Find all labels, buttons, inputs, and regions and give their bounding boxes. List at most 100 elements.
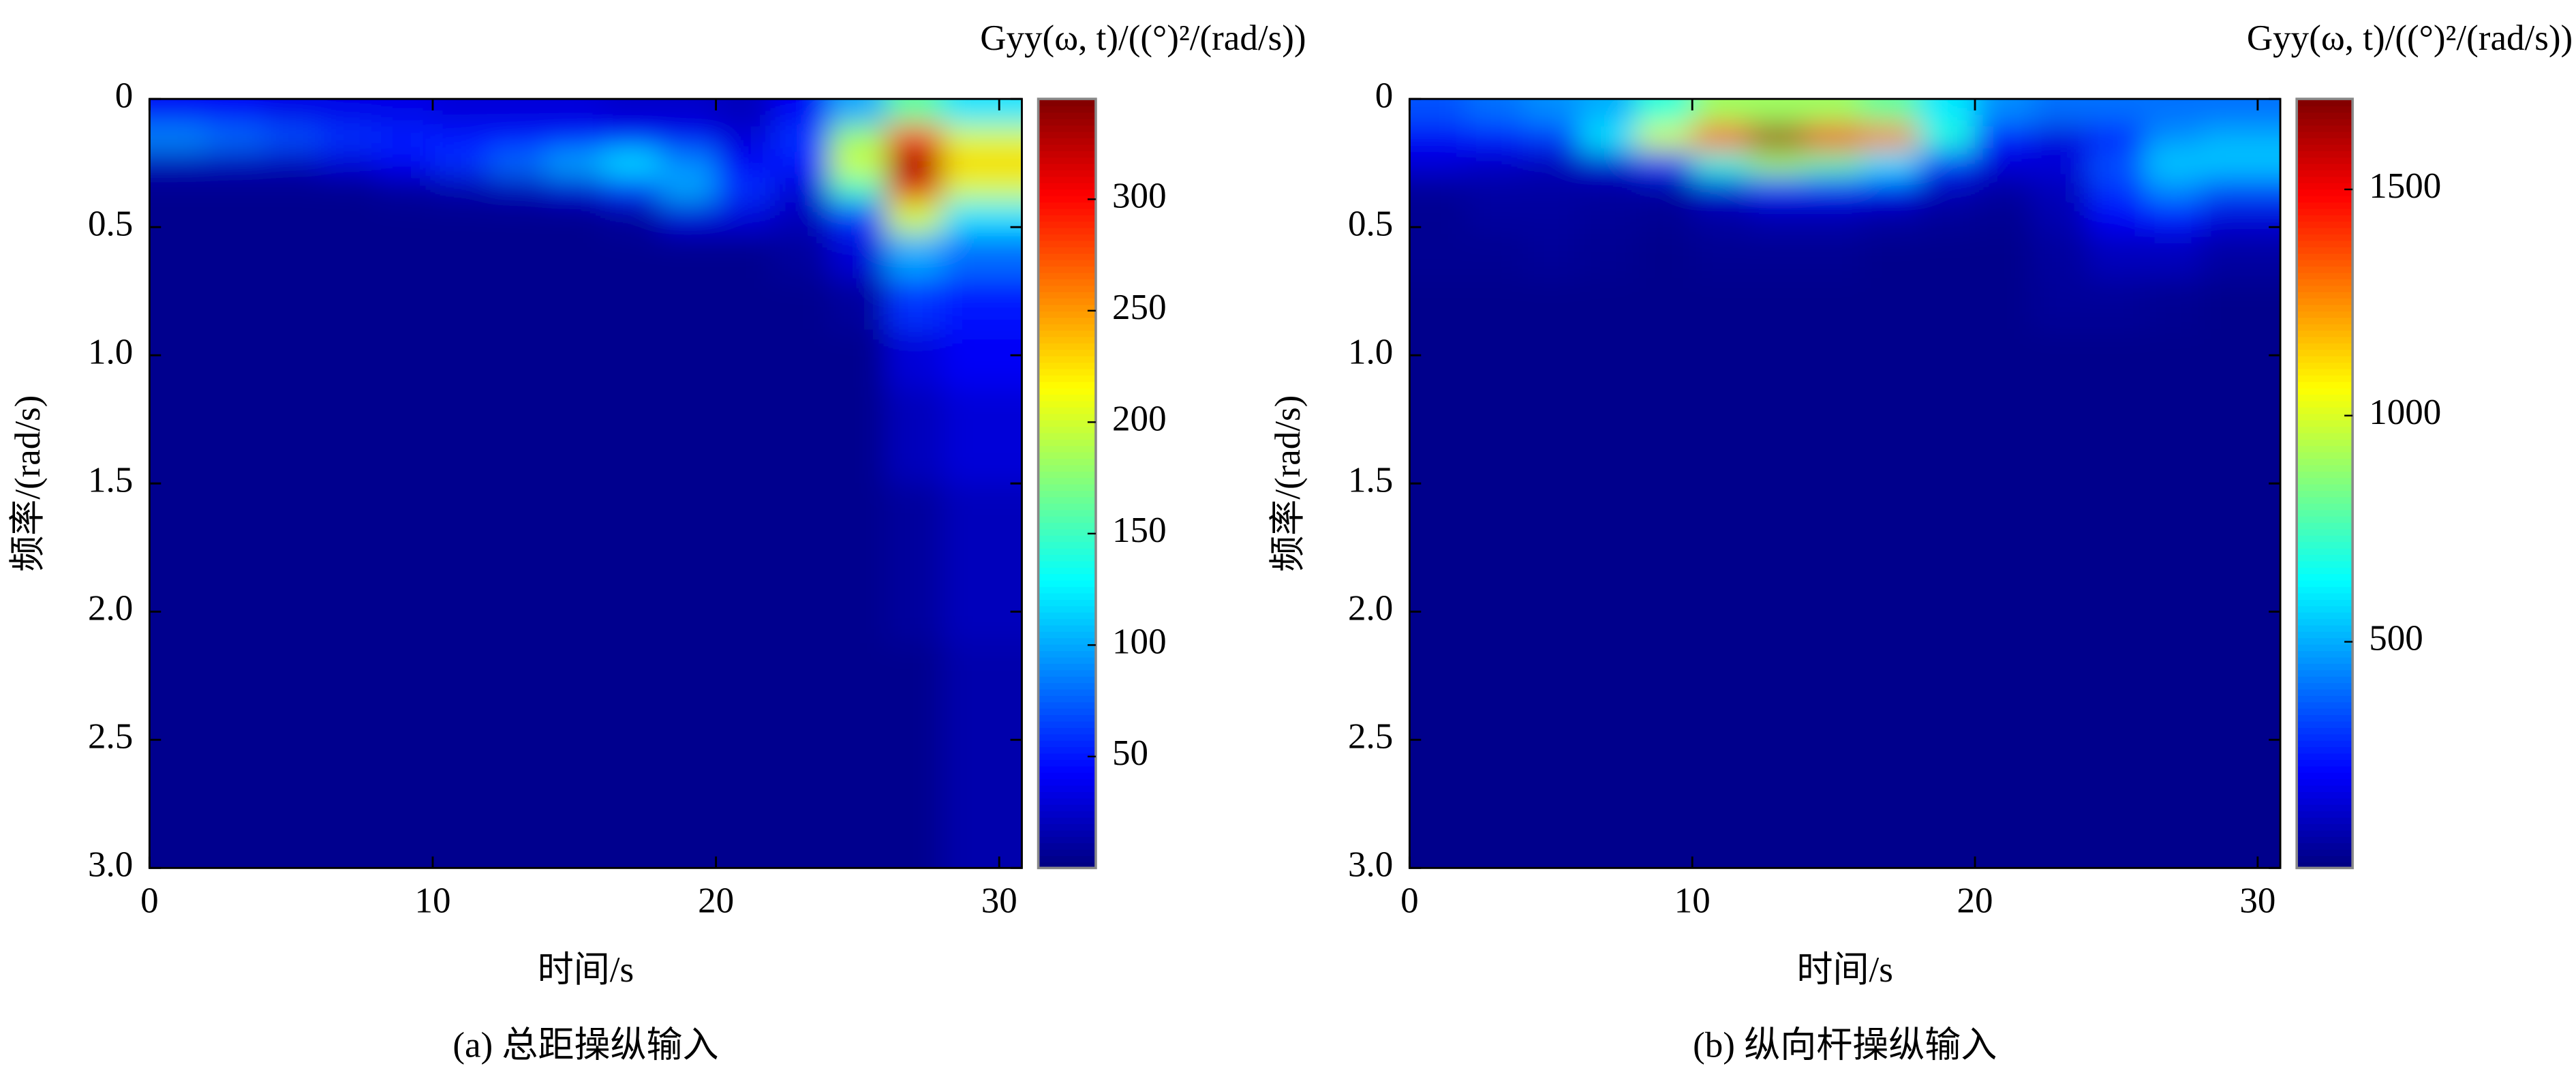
heat-cell [1579,643,1637,868]
heat-cell [2201,278,2281,331]
heat-cell [149,233,207,279]
heat-cell [432,387,491,485]
heat-cell [2087,329,2146,389]
heat-cell [546,124,604,151]
heat-cell [1862,329,1920,389]
heat-cell [1692,329,1750,389]
heat-cell [432,201,491,234]
heat-cell [1862,124,1920,151]
colorbar: 50 100 150 200 250 300 [1037,97,1167,870]
heat-cell [1466,124,1524,151]
x-tick-label: 0 [140,881,159,921]
heat-cell [375,124,434,151]
y-tick-label: 1.5 [1348,460,1393,500]
heat-cell [942,99,1022,125]
heat-cell [602,278,660,331]
heat-cell [1692,99,1750,125]
heat-cell [1522,329,1580,389]
heatmap-cells [149,99,1022,868]
heat-cell [1636,175,1693,202]
y-tick-label: 3.0 [88,845,133,885]
heat-cell [489,99,547,125]
heat-cell [602,483,660,645]
heat-cell [1692,124,1750,151]
heat-cell [206,643,264,868]
y-tick-label: 0 [115,76,134,115]
heat-cell [1692,278,1750,331]
heat-cell [262,643,320,868]
heat-cell [1522,150,1580,177]
heat-cell [149,643,207,868]
heat-cell [716,150,773,177]
heat-cell [262,124,320,151]
axes: 0 10 20 30 0 0.5 1.0 1.5 2.0 2.5 3.0 [88,76,1022,921]
heat-cell [885,483,944,645]
heat-cell [1862,483,1920,645]
heat-cell [546,150,604,177]
heat-cell [716,329,773,389]
heat-cell [1466,175,1524,202]
heat-cell [1749,278,1807,331]
heat-cell [1862,175,1920,202]
heat-cell [432,483,491,645]
colorbar-tick-label: 1500 [2369,166,2441,206]
heat-cell [1579,233,1637,279]
heat-cell [602,233,660,279]
heat-cell [319,329,378,389]
heat-cell [659,99,717,125]
heat-cell [546,201,604,234]
heat-cell [1636,643,1693,868]
heat-cell [2087,99,2146,125]
heat-cell [1975,124,2033,151]
x-tick-label: 10 [414,881,450,921]
heat-cell [1975,387,2033,485]
heat-cell [1918,124,1976,151]
heat-cell [375,175,434,202]
heat-cell [375,387,434,485]
y-tick-label: 1.0 [1348,332,1393,371]
heat-cell [1918,233,1976,279]
heat-cell [206,329,264,389]
heat-cell [319,643,378,868]
y-tick-label: 3.0 [1348,845,1393,885]
x-tick-label: 10 [1674,881,1711,921]
heat-cell [2144,278,2203,331]
heat-cell [716,233,773,279]
heat-cell [2144,233,2203,279]
heat-cell [659,150,717,177]
heat-cell [2201,483,2281,645]
colorbar-tick-label: 500 [2369,619,2423,658]
heat-cell [375,233,434,279]
heat-cell [1918,278,1976,331]
heat-cell [1692,150,1750,177]
heat-cell [206,175,264,202]
heat-cell [2144,150,2203,177]
caption: (b) 纵向杆操纵输入 [1693,1026,1997,1065]
heat-cell [1409,483,1467,645]
heat-cell [829,278,887,331]
heat-cell [206,483,264,645]
heat-cell [2031,150,2089,177]
panel: 0 10 20 3000.51.01.52.02.53.0时间/s频率/(rad/s)… [8,18,1306,1065]
heat-cell [1409,643,1467,868]
heat-cell [262,483,320,645]
heat-cell [262,150,320,177]
heat-cell [432,150,491,177]
heat-cell [2087,483,2146,645]
heat-cell [1579,329,1637,389]
heat-cell [1409,124,1467,151]
heat-cell [829,175,887,202]
y-axis-label: 频率/(rad/s) [8,395,48,572]
heat-cell [1409,201,1467,234]
heat-cell [1636,233,1693,279]
heat-cell [942,329,1022,389]
heat-cell [885,175,944,202]
heat-cell [1805,175,1863,202]
heat-cell [659,175,717,202]
heat-cell [1862,99,1920,125]
heat-cell [1805,643,1863,868]
heat-cell [1466,329,1524,389]
heat-cell [1749,201,1807,234]
axes: 0 10 20 30 0 0.5 1.0 1.5 2.0 2.5 3.0 [1348,76,2281,921]
heat-cell [2144,124,2203,151]
